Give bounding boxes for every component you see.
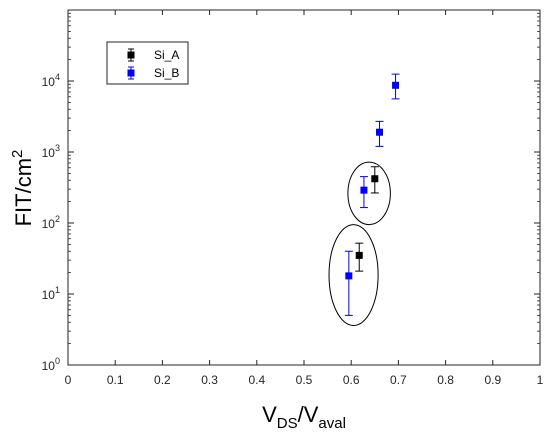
data-point bbox=[345, 272, 353, 280]
data-point bbox=[376, 128, 384, 136]
x-tick-label: 0.5 bbox=[296, 373, 313, 387]
y-tick-label: 101 bbox=[42, 285, 60, 302]
annotation-ellipses bbox=[328, 161, 391, 327]
data-series bbox=[344, 73, 400, 316]
data-point bbox=[392, 81, 400, 89]
legend: Si_A Si_B bbox=[106, 41, 189, 85]
x-axis-title: VDS/Vaval bbox=[262, 402, 346, 432]
legend-box bbox=[106, 41, 189, 85]
legend-label: Si_A bbox=[154, 48, 179, 62]
x-tick-label: 0.1 bbox=[107, 373, 124, 387]
annotation-ellipse bbox=[347, 161, 391, 226]
y-tick-label: 102 bbox=[42, 214, 60, 231]
x-axis-ticks: 0 0.1 0.2 0.3 0.4 0.5 0.6 0.7 0.8 0.9 1 bbox=[65, 10, 544, 387]
data-point bbox=[355, 251, 363, 259]
x-tick-label: 0.2 bbox=[154, 373, 171, 387]
annotation-ellipse bbox=[328, 224, 379, 327]
data-point bbox=[371, 175, 379, 183]
legend-marker bbox=[127, 69, 135, 77]
x-tick-label: 0.3 bbox=[201, 373, 218, 387]
data-point bbox=[360, 186, 368, 194]
y-tick-label: 103 bbox=[42, 143, 60, 160]
x-tick-label: 0.7 bbox=[390, 373, 407, 387]
series-si-b bbox=[344, 73, 400, 316]
y-axis-ticks: 100 101 102 103 104 bbox=[42, 12, 540, 373]
x-tick-label: 0.8 bbox=[437, 373, 454, 387]
x-tick-label: 0 bbox=[65, 373, 72, 387]
y-tick-label: 104 bbox=[42, 72, 60, 89]
series-si-a bbox=[355, 166, 379, 272]
x-tick-label: 0.6 bbox=[343, 373, 360, 387]
y-axis-title: FIT/cm2 bbox=[9, 150, 36, 227]
y-tick-label: 100 bbox=[42, 356, 60, 373]
legend-label: Si_B bbox=[154, 66, 179, 80]
x-tick-label: 1 bbox=[537, 373, 544, 387]
legend-marker bbox=[127, 51, 135, 59]
x-tick-label: 0.4 bbox=[248, 373, 265, 387]
x-tick-label: 0.9 bbox=[484, 373, 501, 387]
